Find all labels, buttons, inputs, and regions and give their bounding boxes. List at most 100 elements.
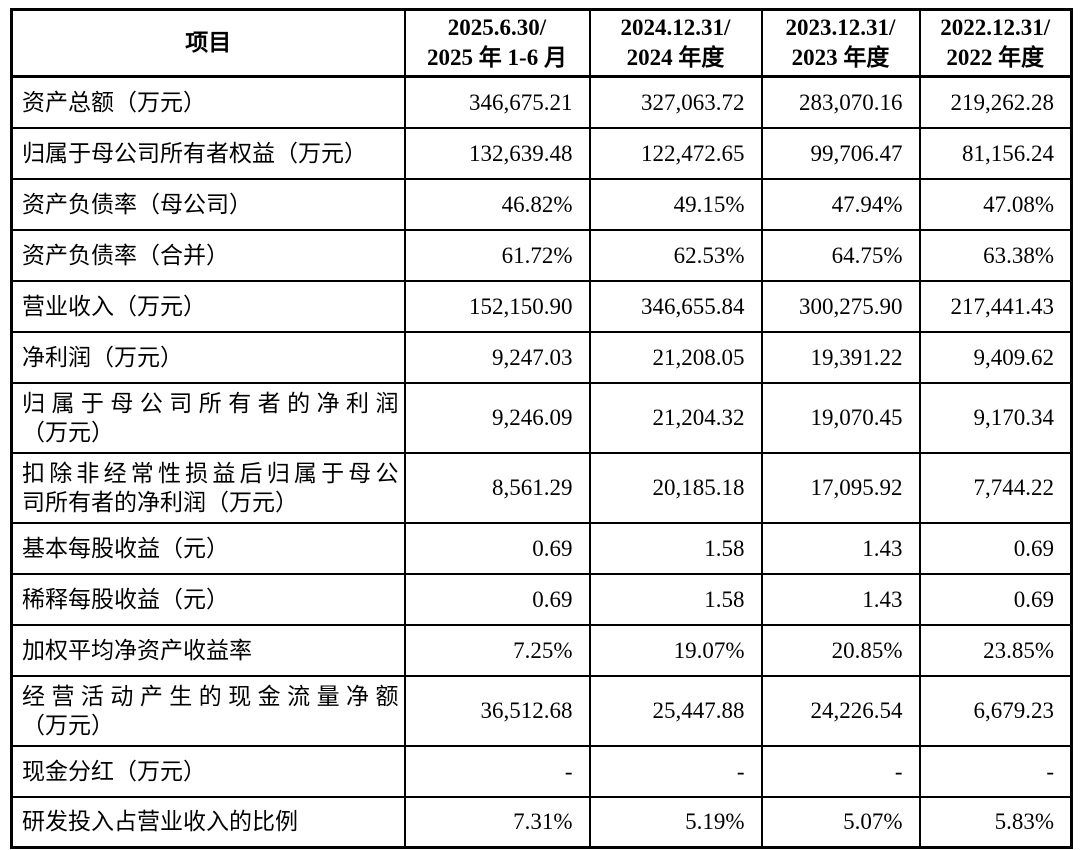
table-row: 归属于母公司所有者的净利润 （万元） 9,246.09 21,204.32 19,070… bbox=[10, 381, 1073, 454]
value-cell: 9,409.62 bbox=[918, 330, 1073, 384]
table-row: 净利润（万元） 9,247.03 21,208.05 19,391.22 9,409.6… bbox=[10, 330, 1073, 384]
row-label-line: （万元） bbox=[22, 419, 114, 445]
value-cell: 0.69 bbox=[403, 521, 591, 575]
value-cell: 217,441.43 bbox=[918, 279, 1073, 333]
row-label-cell: 资产负债率（合并） bbox=[10, 228, 406, 282]
row-label-cell: 经营活动产生的现金流量净额 （万元） bbox=[10, 674, 406, 747]
value-cell: - bbox=[918, 744, 1073, 798]
column-header-line: 2025 年 1-6 月 bbox=[427, 45, 567, 70]
table-row: 归属于母公司所有者权益（万元） 132,639.48 122,472.65 99,70… bbox=[10, 126, 1073, 180]
row-label-line: 净利润（万元） bbox=[22, 344, 183, 370]
column-header-period-2023: 2023.12.31/2023 年度 bbox=[760, 8, 921, 78]
value-cell: 122,472.65 bbox=[588, 126, 763, 180]
row-label-line: 资产总额（万元） bbox=[22, 89, 206, 115]
row-label-cell: 加权平均净资产收益率 bbox=[10, 623, 406, 677]
value-cell: 19,391.22 bbox=[760, 330, 921, 384]
value-cell: 23.85% bbox=[918, 623, 1073, 677]
value-cell: 21,204.32 bbox=[588, 381, 763, 454]
value-cell: 346,675.21 bbox=[403, 75, 591, 129]
row-label-cell: 研发投入占营业收入的比例 bbox=[10, 795, 406, 849]
value-cell: 64.75% bbox=[760, 228, 921, 282]
column-header-line: 2022.12.31/ bbox=[940, 15, 1051, 40]
row-label-line: 资产负债率（母公司） bbox=[22, 191, 252, 217]
table-row: 资产负债率（母公司） 46.82% 49.15% 47.94% 47.08% bbox=[10, 177, 1073, 231]
financial-summary-table: 项目 2025.6.30/2025 年 1-6 月 2024.12.31/2024 … bbox=[10, 8, 1073, 849]
row-label-line: 研发投入占营业收入的比例 bbox=[22, 809, 298, 835]
table-row: 资产总额（万元） 346,675.21 327,063.72 283,070.16 21… bbox=[10, 75, 1073, 129]
value-cell: 61.72% bbox=[403, 228, 591, 282]
row-label-line: （万元） bbox=[22, 712, 114, 738]
value-cell: 300,275.90 bbox=[760, 279, 921, 333]
key-financial-data-table: 项目 2025.6.30/2025 年 1-6 月 2024.12.31/2024 … bbox=[10, 8, 1073, 849]
value-cell: 6,679.23 bbox=[918, 674, 1073, 747]
value-cell: 9,170.34 bbox=[918, 381, 1073, 454]
value-cell: 21,208.05 bbox=[588, 330, 763, 384]
value-cell: 1.58 bbox=[588, 521, 763, 575]
value-cell: 49.15% bbox=[588, 177, 763, 231]
value-cell: 24,226.54 bbox=[760, 674, 921, 747]
column-header-period-2025: 2025.6.30/2025 年 1-6 月 bbox=[403, 8, 591, 78]
header-row: 项目 2025.6.30/2025 年 1-6 月 2024.12.31/2024 … bbox=[10, 8, 1073, 78]
value-cell: - bbox=[760, 744, 921, 798]
column-header-line: 2024.12.31/ bbox=[620, 15, 731, 40]
value-cell: 36,512.68 bbox=[403, 674, 591, 747]
value-cell: 47.08% bbox=[918, 177, 1073, 231]
table-row: 资产负债率（合并） 61.72% 62.53% 64.75% 63.38% bbox=[10, 228, 1073, 282]
row-label-line: 稀释每股收益（元） bbox=[22, 586, 229, 612]
value-cell: 7,744.22 bbox=[918, 451, 1073, 524]
row-label-line: 归属于母公司所有者的净利润 bbox=[22, 390, 399, 416]
row-label-cell: 基本每股收益（元） bbox=[10, 521, 406, 575]
column-header-line: 2023.12.31/ bbox=[785, 15, 896, 40]
value-cell: 25,447.88 bbox=[588, 674, 763, 747]
value-cell: 0.69 bbox=[403, 572, 591, 626]
column-header-line: 2025.6.30/ bbox=[447, 15, 547, 40]
value-cell: 46.82% bbox=[403, 177, 591, 231]
value-cell: 99,706.47 bbox=[760, 126, 921, 180]
row-label-line: 基本每股收益（元） bbox=[22, 535, 229, 561]
value-cell: 9,247.03 bbox=[403, 330, 591, 384]
value-cell: 5.07% bbox=[760, 795, 921, 849]
table-row: 加权平均净资产收益率 7.25% 19.07% 20.85% 23.85% bbox=[10, 623, 1073, 677]
value-cell: 7.31% bbox=[403, 795, 591, 849]
value-cell: 19,070.45 bbox=[760, 381, 921, 454]
column-header-line: 项目 bbox=[185, 30, 232, 55]
column-header-line: 2024 年度 bbox=[626, 45, 725, 70]
value-cell: 1.58 bbox=[588, 572, 763, 626]
column-header-period-2022: 2022.12.31/2022 年度 bbox=[918, 8, 1073, 78]
row-label-line: 扣除非经常性损益后归属于母公 bbox=[22, 460, 399, 486]
value-cell: 219,262.28 bbox=[918, 75, 1073, 129]
value-cell: 81,156.24 bbox=[918, 126, 1073, 180]
row-label-cell: 归属于母公司所有者的净利润 （万元） bbox=[10, 381, 406, 454]
value-cell: 9,246.09 bbox=[403, 381, 591, 454]
value-cell: 0.69 bbox=[918, 521, 1073, 575]
value-cell: 1.43 bbox=[760, 521, 921, 575]
value-cell: 1.43 bbox=[760, 572, 921, 626]
value-cell: 327,063.72 bbox=[588, 75, 763, 129]
table-row: 稀释每股收益（元） 0.69 1.58 1.43 0.69 bbox=[10, 572, 1073, 626]
value-cell: 63.38% bbox=[918, 228, 1073, 282]
value-cell: 62.53% bbox=[588, 228, 763, 282]
value-cell: 8,561.29 bbox=[403, 451, 591, 524]
row-label-cell: 现金分红（万元） bbox=[10, 744, 406, 798]
value-cell: 152,150.90 bbox=[403, 279, 591, 333]
row-label-line: 司所有者的净利润（万元） bbox=[22, 489, 298, 515]
value-cell: 20.85% bbox=[760, 623, 921, 677]
column-header-item: 项目 bbox=[10, 8, 406, 78]
table-row: 扣除非经常性损益后归属于母公 司所有者的净利润（万元） 8,561.29 20,185… bbox=[10, 451, 1073, 524]
column-header-line: 2022 年度 bbox=[946, 45, 1045, 70]
table-row: 营业收入（万元） 152,150.90 346,655.84 300,275.90 21… bbox=[10, 279, 1073, 333]
row-label-cell: 营业收入（万元） bbox=[10, 279, 406, 333]
row-label-line: 现金分红（万元） bbox=[22, 758, 206, 784]
value-cell: 20,185.18 bbox=[588, 451, 763, 524]
row-label-cell: 稀释每股收益（元） bbox=[10, 572, 406, 626]
value-cell: 5.19% bbox=[588, 795, 763, 849]
value-cell: - bbox=[403, 744, 591, 798]
table-body: 资产总额（万元） 346,675.21 327,063.72 283,070.16 21… bbox=[10, 75, 1073, 849]
table-row: 研发投入占营业收入的比例 7.31% 5.19% 5.07% 5.83% bbox=[10, 795, 1073, 849]
row-label-line: 营业收入（万元） bbox=[22, 293, 206, 319]
value-cell: 17,095.92 bbox=[760, 451, 921, 524]
value-cell: 346,655.84 bbox=[588, 279, 763, 333]
value-cell: - bbox=[588, 744, 763, 798]
value-cell: 0.69 bbox=[918, 572, 1073, 626]
value-cell: 132,639.48 bbox=[403, 126, 591, 180]
